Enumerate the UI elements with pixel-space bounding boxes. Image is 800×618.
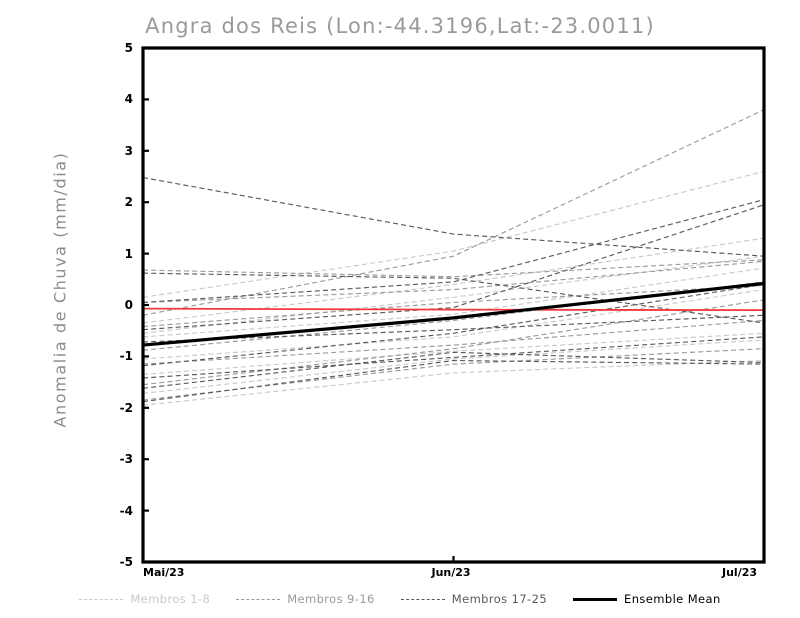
zero-reference-line [142, 307, 765, 312]
member-line [142, 351, 765, 389]
member-line [142, 259, 765, 278]
member-line [142, 319, 765, 365]
chart-title: Angra dos Reis (Lon:-44.3196,Lat:-23.001… [145, 14, 655, 38]
member-line [142, 289, 765, 360]
legend-item: Membros 1-8 [79, 592, 210, 606]
member-line [142, 284, 765, 328]
member-line [142, 176, 765, 257]
chart-legend: Membros 1-8 Membros 9-16 Membros 17-25 Ense… [0, 588, 800, 610]
member-line [142, 281, 765, 351]
x-tick-label: Jun/23 [431, 566, 471, 579]
member-line [142, 267, 765, 338]
y-tick-label: -4 [119, 503, 133, 518]
member-line [142, 272, 765, 324]
member-line [142, 359, 765, 403]
member-line [142, 332, 765, 375]
member-line [142, 283, 765, 367]
x-tick-label: Jul/23 [722, 566, 758, 579]
y-tick-label: 4 [124, 92, 133, 107]
legend-label: Membros 9-16 [287, 592, 375, 606]
y-tick-label: -5 [119, 555, 133, 569]
member-line [142, 299, 765, 386]
legend-item: Membros 17-25 [400, 592, 548, 606]
y-tick-label: 1 [124, 246, 133, 261]
y-tick-label: 2 [124, 195, 133, 210]
member-line [142, 237, 765, 324]
legend-label: Membros 1-8 [130, 592, 211, 606]
y-tick-label: -3 [119, 452, 133, 467]
legend-swatch [573, 597, 618, 601]
axis-frame [141, 46, 766, 564]
legend-label: Membros 17-25 [451, 592, 548, 606]
y-tick-label: -1 [119, 349, 133, 364]
y-tick-label: 5 [124, 41, 133, 55]
member-line [142, 359, 765, 406]
member-line [142, 204, 765, 331]
member-line [142, 170, 765, 298]
ensemble-mean-line [142, 281, 765, 347]
y-tick-label: 0 [124, 298, 133, 312]
y-tick-label: -2 [119, 400, 133, 415]
legend-item: Membros 9-16 [236, 592, 375, 606]
x-tick-label: Mai/23 [143, 566, 185, 579]
member-line [142, 336, 765, 379]
legend-item: Ensemble Mean [573, 592, 721, 606]
legend-swatch [400, 598, 445, 600]
member-line [142, 339, 765, 394]
member-line [142, 260, 765, 304]
member-line [142, 199, 765, 304]
legend-swatch [79, 598, 124, 600]
y-tick-label: 3 [124, 143, 133, 158]
member-line [142, 109, 765, 316]
legend-label: Ensemble Mean [624, 592, 721, 606]
member-line [142, 314, 765, 343]
member-line [142, 255, 765, 334]
member-line [142, 348, 765, 401]
legend-swatch [236, 598, 281, 600]
